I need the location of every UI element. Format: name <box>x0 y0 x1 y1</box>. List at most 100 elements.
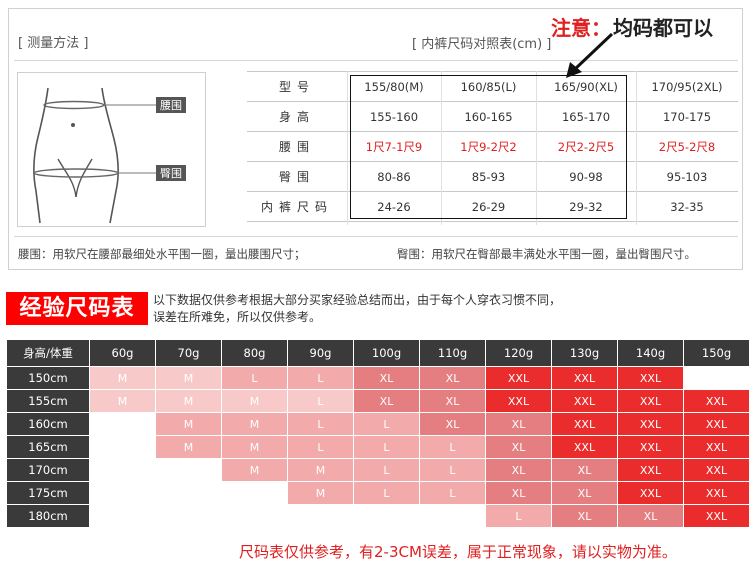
size-recommendation-cell <box>90 505 155 527</box>
size-recommendation-cell <box>90 459 155 481</box>
size-recommendation-cell: XL <box>552 505 617 527</box>
experience-description: 以下数据仅供参考根据大部分买家经验总结而出，由于每个人穿衣习惯不同， 误差在所难… <box>153 292 561 326</box>
lower-body-outline-icon: 腰围 臀围 <box>33 87 186 224</box>
size-recommendation-cell: XL <box>354 390 419 412</box>
hip-instruction: 臀围：用软尺在臀部最丰满处水平围一圈，量出臀围尺寸。 <box>397 247 696 261</box>
size-row-label: 腰围 <box>247 131 347 162</box>
size-recommendation-cell: M <box>222 413 287 435</box>
size-recommendation-cell <box>90 482 155 504</box>
size-recommendation-cell: M <box>156 413 221 435</box>
hip-tag: 臀围 <box>160 167 182 180</box>
size-cell: 2尺2-2尺5 <box>536 131 636 162</box>
weight-column-header: 100g <box>354 340 419 366</box>
size-cell: 1尺9-2尺2 <box>441 131 536 162</box>
size-recommendation-cell: M <box>90 390 155 412</box>
size-cell: 155/80(M) <box>347 71 441 102</box>
size-row: 型号 155/80(M) 160/85(L) 165/90(XL) 170/95(2XL… <box>247 71 738 102</box>
size-recommendation-cell: L <box>288 436 353 458</box>
height-row: 165cm M M L L L XL XXL XXL XXL <box>7 436 749 458</box>
weight-column-header: 60g <box>90 340 155 366</box>
weight-column-header: 110g <box>420 340 485 366</box>
size-row: 臀围 80-86 85-93 90-98 95-103 <box>247 161 738 192</box>
weight-column-header: 70g <box>156 340 221 366</box>
waist-instruction: 腰围：用软尺在腰部最细处水平围一圈，量出腰围尺寸； <box>18 247 306 261</box>
description-line-1: 以下数据仅供参考根据大部分买家经验总结而出，由于每个人穿衣习惯不同， <box>153 293 562 307</box>
size-recommendation-cell: XXL <box>684 459 749 481</box>
weight-column-header: 80g <box>222 340 287 366</box>
notice-message: 均码都可以 <box>613 16 713 40</box>
size-recommendation-cell: M <box>156 367 221 389</box>
size-cell: 160/85(L) <box>441 71 536 102</box>
size-recommendation-cell: XXL <box>552 413 617 435</box>
size-recommendation-cell: XXL <box>684 436 749 458</box>
experience-size-table: 身高/体重 60g 70g 80g 90g 100g 110g 120g 130g 140g 150… <box>6 339 750 528</box>
height-row: 170cm M M L L XL XL XXL XXL <box>7 459 749 481</box>
height-row-header: 175cm <box>7 482 89 504</box>
size-row-label: 身高 <box>247 101 347 132</box>
column-divider <box>441 71 442 225</box>
size-recommendation-cell: XXL <box>618 459 683 481</box>
size-recommendation-cell: XXL <box>618 367 683 389</box>
size-recommendation-cell: XXL <box>618 390 683 412</box>
size-recommendation-cell: L <box>354 413 419 435</box>
size-recommendation-cell: L <box>288 390 353 412</box>
size-recommendation-cell: M <box>288 482 353 504</box>
size-recommendation-cell: L <box>420 436 485 458</box>
size-recommendation-cell: XXL <box>618 482 683 504</box>
height-row: 160cm M M L L XL XL XXL XXL XXL <box>7 413 749 435</box>
experience-chart-title: 经验尺码表 <box>6 292 148 325</box>
divider-top <box>14 60 738 61</box>
size-cell: 26-29 <box>441 191 536 222</box>
size-recommendation-cell <box>156 482 221 504</box>
height-row: 180cm L XL XL XXL <box>7 505 749 527</box>
size-table-heading: [ 内裤尺码对照表(cm) ] <box>412 37 552 52</box>
size-cell: 170/95(2XL) <box>636 71 738 102</box>
size-recommendation-cell: M <box>90 367 155 389</box>
size-recommendation-cell <box>684 367 749 389</box>
size-recommendation-cell: L <box>354 436 419 458</box>
size-recommendation-cell: M <box>288 459 353 481</box>
one-size-highlight-box <box>350 75 627 219</box>
size-cell: 85-93 <box>441 161 536 192</box>
size-recommendation-cell: XL <box>486 413 551 435</box>
height-row-header: 180cm <box>7 505 89 527</box>
height-row-header: 160cm <box>7 413 89 435</box>
size-recommendation-cell: XL <box>486 436 551 458</box>
height-row: 150cm M M L L XL XL XXL XXL XXL <box>7 367 749 389</box>
column-divider <box>536 71 537 225</box>
height-row: 175cm M L L XL XL XXL XXL <box>7 482 749 504</box>
size-recommendation-cell <box>354 505 419 527</box>
size-cell: 1尺7-1尺9 <box>347 131 441 162</box>
height-row-header: 155cm <box>7 390 89 412</box>
size-recommendation-cell: M <box>222 436 287 458</box>
weight-column-header: 140g <box>618 340 683 366</box>
height-row-header: 170cm <box>7 459 89 481</box>
size-recommendation-cell: XXL <box>684 505 749 527</box>
size-recommendation-cell <box>222 505 287 527</box>
size-guide-panel <box>8 8 743 270</box>
size-row: 腰围 1尺7-1尺9 1尺9-2尺2 2尺2-2尺5 2尺5-2尺8 <box>247 131 738 162</box>
size-recommendation-cell: XL <box>618 505 683 527</box>
arrow-pointer-icon <box>566 32 614 78</box>
weight-column-header: 150g <box>684 340 749 366</box>
column-divider <box>347 71 348 225</box>
size-recommendation-cell: XL <box>354 367 419 389</box>
size-recommendation-cell: L <box>354 482 419 504</box>
size-cell: 90-98 <box>536 161 636 192</box>
description-line-2: 误差在所难免，所以仅供参考。 <box>153 310 322 324</box>
size-cell: 165-170 <box>536 101 636 132</box>
size-cell: 29-32 <box>536 191 636 222</box>
height-row-header: 165cm <box>7 436 89 458</box>
size-row-label: 内裤尺码 <box>247 191 347 222</box>
height-row: 155cm M M M L XL XL XXL XXL XXL XXL <box>7 390 749 412</box>
size-cell: 24-26 <box>347 191 441 222</box>
size-recommendation-cell: L <box>222 367 287 389</box>
size-row-label: 型号 <box>247 71 347 102</box>
size-recommendation-cell: XXL <box>684 482 749 504</box>
size-cell: 165/90(XL) <box>536 71 636 102</box>
size-cell: 2尺5-2尺8 <box>636 131 738 162</box>
size-row-label: 臀围 <box>247 161 347 192</box>
weight-column-header: 120g <box>486 340 551 366</box>
size-recommendation-cell: XXL <box>552 436 617 458</box>
size-comparison-table: 型号 155/80(M) 160/85(L) 165/90(XL) 170/95(2XL… <box>247 71 738 222</box>
